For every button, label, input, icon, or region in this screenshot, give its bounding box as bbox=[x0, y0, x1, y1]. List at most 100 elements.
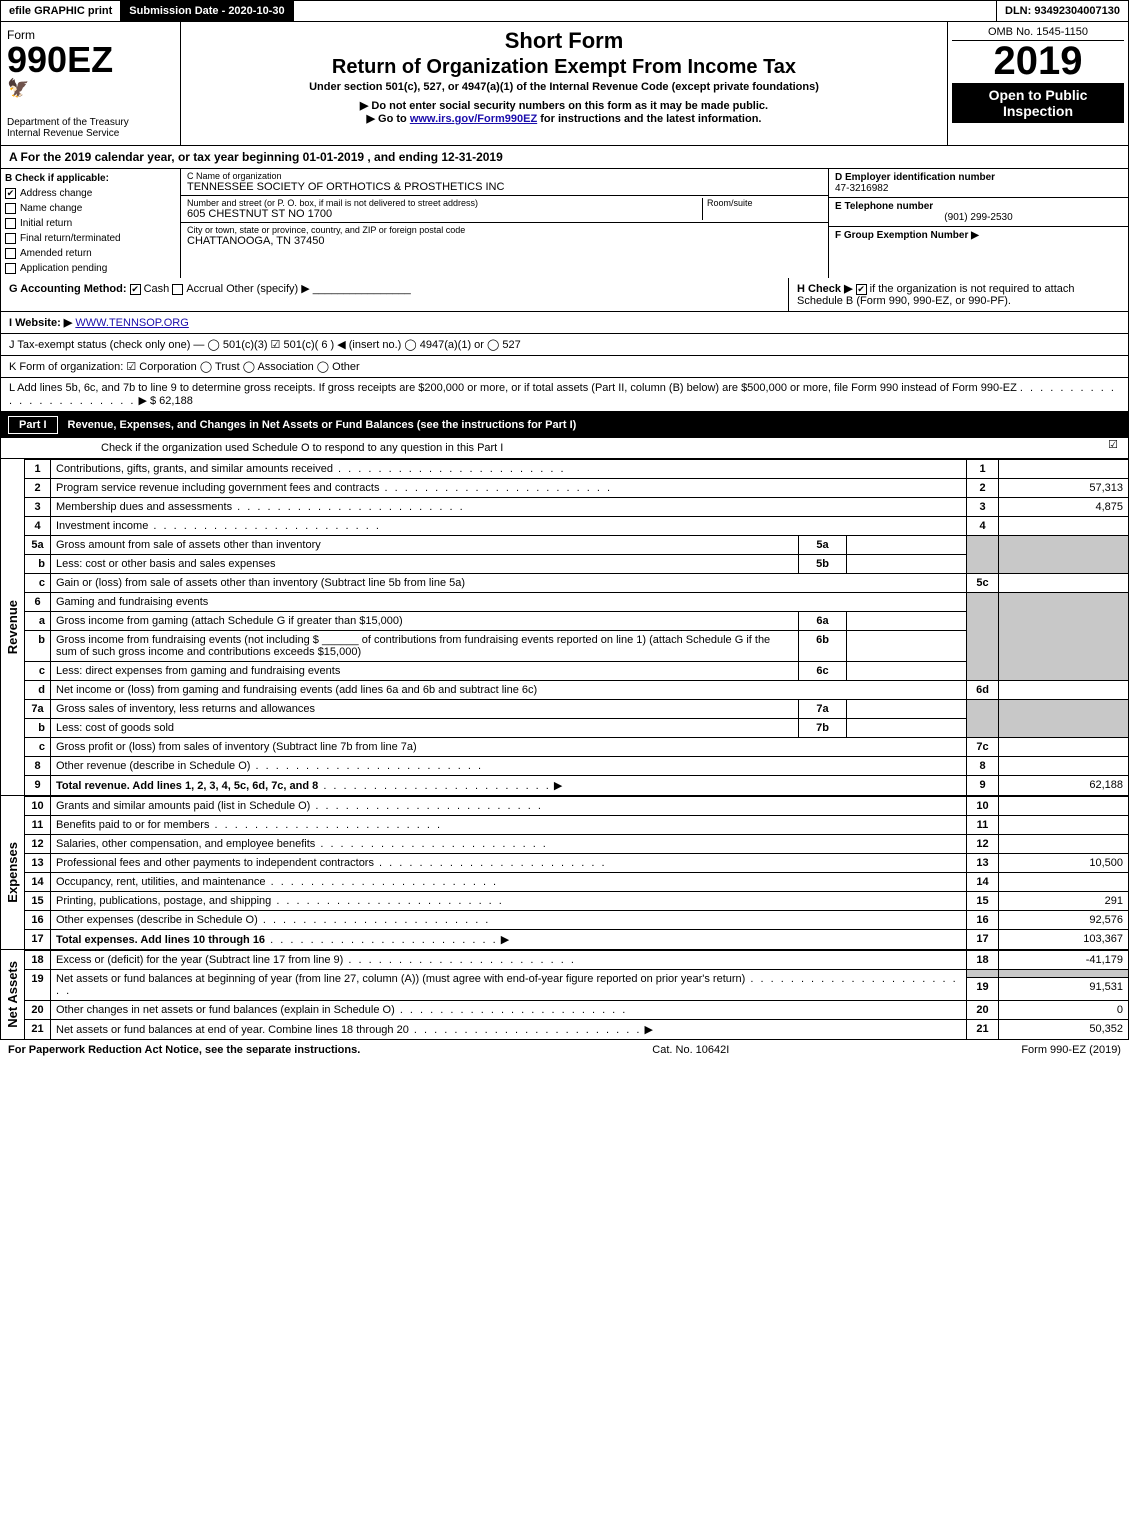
line-desc: Occupancy, rent, utilities, and maintena… bbox=[56, 876, 266, 888]
dots bbox=[379, 482, 612, 494]
line-num: 6 bbox=[25, 593, 51, 612]
g-label: G Accounting Method: bbox=[9, 283, 127, 295]
cb-final-return[interactable]: Final return/terminated bbox=[5, 233, 176, 244]
expenses-section: Expenses 10Grants and similar amounts pa… bbox=[0, 796, 1129, 950]
dots bbox=[148, 520, 381, 532]
dots bbox=[395, 1004, 628, 1016]
line-amount bbox=[999, 517, 1129, 536]
sub-amount bbox=[847, 662, 967, 681]
line-ref: 17 bbox=[967, 930, 999, 950]
part1-check[interactable]: ☑ bbox=[1098, 438, 1128, 458]
dots bbox=[409, 1024, 642, 1036]
line-desc: Gain or (loss) from sale of assets other… bbox=[56, 577, 465, 589]
line-num: a bbox=[25, 612, 51, 631]
line-ref: 5c bbox=[967, 574, 999, 593]
line-num: 7a bbox=[25, 700, 51, 719]
line-num: 20 bbox=[25, 1001, 51, 1020]
ein-value: 47-3216982 bbox=[835, 183, 1122, 194]
line-amount: 103,367 bbox=[999, 930, 1129, 950]
dots bbox=[250, 760, 483, 772]
sub-amount bbox=[847, 612, 967, 631]
sub-ref: 6a bbox=[799, 612, 847, 631]
sub-ref: 7b bbox=[799, 719, 847, 738]
line-amount: 4,875 bbox=[999, 498, 1129, 517]
dots bbox=[258, 914, 491, 926]
dots bbox=[265, 934, 498, 946]
line-desc: Professional fees and other payments to … bbox=[56, 857, 374, 869]
row-l: L Add lines 5b, 6c, and 7b to line 9 to … bbox=[0, 378, 1129, 412]
checkbox-icon bbox=[5, 218, 16, 229]
line-ref: 1 bbox=[967, 460, 999, 479]
line-desc: Excess or (deficit) for the year (Subtra… bbox=[56, 954, 343, 966]
line-num: 4 bbox=[25, 517, 51, 536]
shaded bbox=[967, 593, 999, 681]
line-num: 13 bbox=[25, 854, 51, 873]
line-desc: Investment income bbox=[56, 520, 148, 532]
line-num: 12 bbox=[25, 835, 51, 854]
line-num: 17 bbox=[25, 930, 51, 950]
initial-return-label: Initial return bbox=[20, 218, 72, 229]
line-num: 21 bbox=[25, 1020, 51, 1040]
line-desc: Gross sales of inventory, less returns a… bbox=[56, 703, 315, 715]
line-amount: -41,179 bbox=[999, 951, 1129, 970]
subtitle-ssn: ▶ Do not enter social security numbers o… bbox=[185, 99, 943, 112]
line-desc: Less: direct expenses from gaming and fu… bbox=[56, 665, 340, 677]
dots bbox=[315, 838, 548, 850]
cb-name-change[interactable]: Name change bbox=[5, 203, 176, 214]
line-num: b bbox=[25, 555, 51, 574]
cb-amended[interactable]: Amended return bbox=[5, 248, 176, 259]
sub-ref: 6c bbox=[799, 662, 847, 681]
line-ref: 13 bbox=[967, 854, 999, 873]
revenue-side-label: Revenue bbox=[5, 600, 20, 654]
cb-cash[interactable]: Cash bbox=[130, 283, 170, 295]
box-c: C Name of organization TENNESSEE SOCIETY… bbox=[181, 169, 828, 278]
line-desc: Gross profit or (loss) from sales of inv… bbox=[56, 741, 417, 753]
line-amount bbox=[999, 574, 1129, 593]
checkbox-icon[interactable] bbox=[856, 284, 867, 295]
line-amount bbox=[999, 738, 1129, 757]
footer-mid: Cat. No. 10642I bbox=[652, 1044, 729, 1056]
group-exempt-label: F Group Exemption Number ▶ bbox=[835, 230, 979, 241]
arrow-icon: ▶ bbox=[554, 780, 562, 792]
dots bbox=[209, 819, 442, 831]
line-num: b bbox=[25, 719, 51, 738]
line-num: d bbox=[25, 681, 51, 700]
line-desc: Printing, publications, postage, and shi… bbox=[56, 895, 271, 907]
row-i: I Website: ▶ WWW.TENNSOP.ORG bbox=[0, 312, 1129, 334]
line-amount: 291 bbox=[999, 892, 1129, 911]
dots bbox=[318, 780, 551, 792]
line-num: c bbox=[25, 738, 51, 757]
eagle-icon: 🦅 bbox=[7, 78, 174, 99]
box-b: B Check if applicable: Address change Na… bbox=[1, 169, 181, 278]
shaded bbox=[967, 536, 999, 574]
efile-label: efile GRAPHIC print bbox=[1, 1, 121, 21]
line-ref: 12 bbox=[967, 835, 999, 854]
line-ref: 16 bbox=[967, 911, 999, 930]
irs-label: Internal Revenue Service bbox=[7, 128, 174, 139]
cb-address-change[interactable]: Address change bbox=[5, 188, 176, 199]
netassets-side-label: Net Assets bbox=[5, 961, 20, 1028]
line-num: 10 bbox=[25, 797, 51, 816]
cb-initial-return[interactable]: Initial return bbox=[5, 218, 176, 229]
cb-app-pending[interactable]: Application pending bbox=[5, 263, 176, 274]
line-desc: Grants and similar amounts paid (list in… bbox=[56, 800, 310, 812]
irs-link[interactable]: www.irs.gov/Form990EZ bbox=[410, 113, 537, 125]
amended-label: Amended return bbox=[20, 248, 92, 259]
org-name: TENNESSEE SOCIETY OF ORTHOTICS & PROSTHE… bbox=[187, 181, 822, 193]
name-label: C Name of organization bbox=[187, 171, 822, 181]
line-amount bbox=[999, 835, 1129, 854]
line-amount: 57,313 bbox=[999, 479, 1129, 498]
top-bar: efile GRAPHIC print Submission Date - 20… bbox=[0, 0, 1129, 22]
line-desc: Gross income from fundraising events (no… bbox=[56, 634, 770, 658]
dots bbox=[271, 895, 504, 907]
checkbox-icon bbox=[5, 248, 16, 259]
cb-accrual[interactable]: Accrual bbox=[172, 283, 223, 295]
topbar-spacer bbox=[294, 7, 996, 15]
goto-post: for instructions and the latest informat… bbox=[540, 113, 761, 125]
name-change-label: Name change bbox=[20, 203, 82, 214]
line-desc: Net assets or fund balances at beginning… bbox=[56, 973, 745, 985]
header-left: Form 990EZ 🦅 Department of the Treasury … bbox=[1, 22, 181, 145]
line-amount: 10,500 bbox=[999, 854, 1129, 873]
website-link[interactable]: WWW.TENNSOP.ORG bbox=[75, 317, 188, 329]
footer-right: Form 990-EZ (2019) bbox=[1021, 1044, 1121, 1056]
